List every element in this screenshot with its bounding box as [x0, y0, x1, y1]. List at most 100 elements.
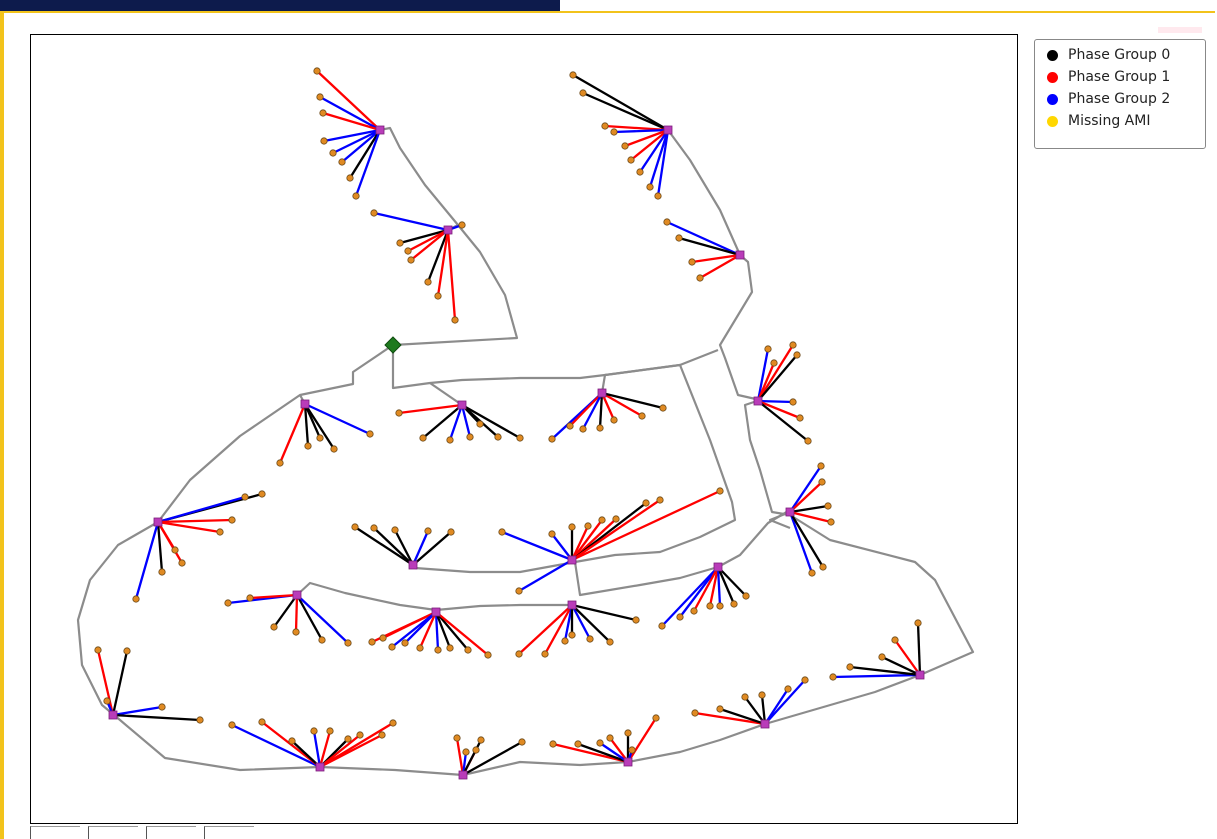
service-line-phase-2	[323, 128, 381, 143]
service-line-phase-0	[291, 740, 321, 768]
meter-point	[804, 437, 812, 445]
service-line-phase-2	[756, 348, 770, 402]
service-line-phase-0	[435, 611, 469, 651]
meter-point	[424, 278, 432, 286]
service-line-phase-1	[691, 253, 741, 264]
service-line-phase-0	[757, 400, 809, 442]
service-line-phase-2	[231, 723, 321, 769]
zoom-button[interactable]	[146, 826, 196, 839]
meter-point	[313, 67, 321, 75]
meter-point	[368, 638, 376, 646]
meter-point	[458, 221, 466, 229]
meter-point	[276, 459, 284, 467]
transformer-node	[443, 225, 453, 235]
meter-point	[316, 434, 324, 442]
service-line-phase-1	[278, 403, 307, 464]
meter-point	[356, 731, 364, 739]
meter-point	[691, 709, 699, 717]
meter-point	[656, 496, 664, 504]
service-line-phase-0	[598, 392, 604, 429]
meter-point	[228, 721, 236, 729]
meter-point	[158, 703, 166, 711]
service-line-phase-2	[411, 530, 430, 566]
save-button[interactable]	[204, 826, 254, 839]
service-line-phase-2	[581, 392, 604, 430]
service-line-phase-1	[96, 649, 115, 716]
meter-point	[638, 412, 646, 420]
home-button[interactable]	[30, 826, 80, 839]
meter-point	[396, 239, 404, 247]
meter-point	[676, 613, 684, 621]
feeder-phase-diagram	[30, 34, 1018, 824]
meter-point	[434, 646, 442, 654]
service-line-phase-0	[789, 511, 824, 568]
meter-point	[606, 638, 614, 646]
service-line-phase-2	[354, 129, 382, 197]
service-line-phase-1	[757, 399, 801, 420]
service-line-phase-1	[692, 566, 720, 612]
meter-point	[447, 528, 455, 536]
meter-point	[764, 345, 772, 353]
service-line-phase-1	[569, 392, 603, 427]
service-line-phase-1	[571, 499, 661, 561]
feeder-line	[429, 382, 463, 406]
meter-point	[472, 746, 480, 754]
pan-button[interactable]	[88, 826, 138, 839]
meter-point	[598, 516, 606, 524]
meter-point	[407, 256, 415, 264]
meter-point	[178, 559, 186, 567]
service-line-phase-1	[570, 525, 590, 561]
meter-point	[636, 168, 644, 176]
meter-point	[103, 697, 111, 705]
service-line-phase-1	[552, 742, 629, 764]
meter-point	[318, 636, 326, 644]
meter-point	[716, 602, 724, 610]
meter-point	[258, 718, 266, 726]
decorative-mark	[1158, 27, 1202, 33]
meter-point	[569, 71, 577, 79]
service-line-phase-2	[832, 673, 921, 679]
feeder-line	[296, 581, 572, 612]
feeder-line	[414, 363, 737, 574]
service-line-phase-1	[318, 730, 332, 768]
meter-point	[789, 398, 797, 406]
transformer-node	[292, 590, 302, 600]
meter-point	[579, 425, 587, 433]
meter-point	[518, 738, 526, 746]
transformer-node	[785, 507, 795, 517]
service-line-phase-1	[407, 228, 449, 253]
meter-point	[632, 616, 640, 624]
meter-point	[730, 600, 738, 608]
service-line-phase-0	[295, 594, 324, 641]
meter-point	[846, 663, 854, 671]
meter-point	[416, 644, 424, 652]
meter-point	[621, 142, 629, 150]
meter-point	[596, 424, 604, 432]
service-line-phase-1	[789, 510, 832, 524]
service-line-phase-0	[789, 504, 829, 514]
meter-point	[561, 637, 569, 645]
service-line-phase-1	[435, 611, 489, 656]
service-line-phase-1	[455, 737, 465, 776]
meter-point	[224, 599, 232, 607]
meter-point	[132, 595, 140, 603]
service-line-phase-2	[757, 399, 794, 404]
meter-point	[338, 158, 346, 166]
meter-point	[878, 653, 886, 661]
service-line-phase-2	[404, 611, 437, 644]
meter-point	[801, 676, 809, 684]
meter-point	[515, 587, 523, 595]
transformer-node	[567, 555, 577, 565]
service-line-phase-1	[571, 519, 603, 561]
service-line-phase-1	[398, 403, 463, 415]
service-line-phase-0	[916, 622, 922, 676]
service-line-phase-2	[788, 511, 814, 574]
service-line-phase-2	[518, 559, 573, 592]
meter-point	[568, 631, 576, 639]
service-line-phase-0	[111, 650, 129, 716]
service-line-phase-0	[304, 403, 335, 450]
meter-point	[329, 149, 337, 157]
meter-point	[658, 622, 666, 630]
legend-label: Phase Group 2	[1068, 91, 1171, 107]
service-line-phase-1	[316, 70, 381, 131]
